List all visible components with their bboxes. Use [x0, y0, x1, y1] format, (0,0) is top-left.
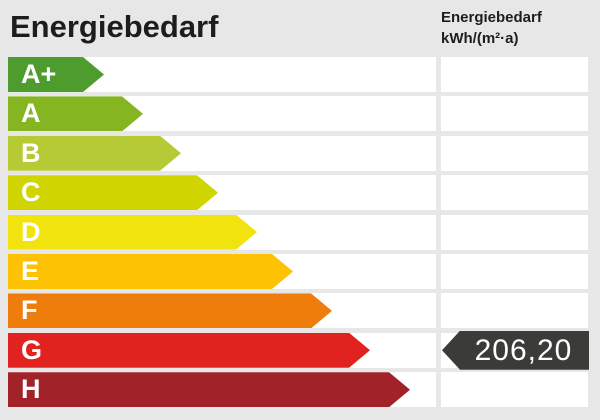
energy-class-arrow-d: D [8, 215, 257, 250]
value-indicator-text: 206,20 [474, 333, 573, 367]
value-cell-d [441, 214, 588, 250]
value-cell-b [441, 135, 588, 171]
energy-class-label-b: B [21, 137, 41, 168]
energy-class-label-c: C [21, 177, 41, 208]
energy-class-label-a-plus: A+ [21, 59, 57, 89]
scale-row-d: D [0, 214, 600, 250]
energy-class-label-e: E [21, 256, 40, 286]
energy-class-label-h: H [21, 374, 41, 405]
energy-class-label-g: G [21, 334, 43, 365]
scale-row-e: E [0, 254, 600, 289]
energy-class-label-d: D [21, 216, 41, 247]
value-cell-f [441, 293, 588, 329]
scale-row-h: H [0, 372, 600, 408]
energy-class-label-a: A [21, 98, 41, 129]
energy-class-label-f: F [21, 295, 38, 326]
energy-class-arrow-a: A [8, 96, 143, 131]
scale-row-a: A [0, 96, 600, 132]
energy-class-arrow-a-plus: A+ [8, 57, 104, 92]
value-cell-h [441, 372, 588, 408]
scale-row-c: C [0, 175, 600, 211]
energy-class-arrow-g: G [8, 333, 370, 368]
energy-class-arrow-e: E [8, 254, 293, 289]
unit-header-title: Energiebedarf [441, 9, 542, 26]
value-cell-c [441, 175, 588, 211]
value-indicator: 206,20 [442, 330, 589, 370]
chart-title: Energiebedarf [10, 9, 219, 44]
value-cell-a-plus [441, 57, 588, 92]
value-cell-e [441, 254, 588, 289]
value-cell-a [441, 96, 588, 132]
energy-class-arrow-h: H [8, 372, 410, 407]
scale-row-a-plus: A+ [0, 57, 600, 92]
scale-row-f: F [0, 293, 600, 329]
energy-class-arrow-b: B [8, 136, 181, 171]
scale-row-g: G [0, 332, 600, 368]
unit-header: Energiebedarf kWh/(m²·a) [441, 7, 542, 49]
energy-class-arrow-c: C [8, 175, 218, 210]
unit-header-unit: kWh/(m²·a) [441, 30, 519, 47]
energy-class-arrow-f: F [8, 293, 332, 328]
scale-row-b: B [0, 135, 600, 171]
